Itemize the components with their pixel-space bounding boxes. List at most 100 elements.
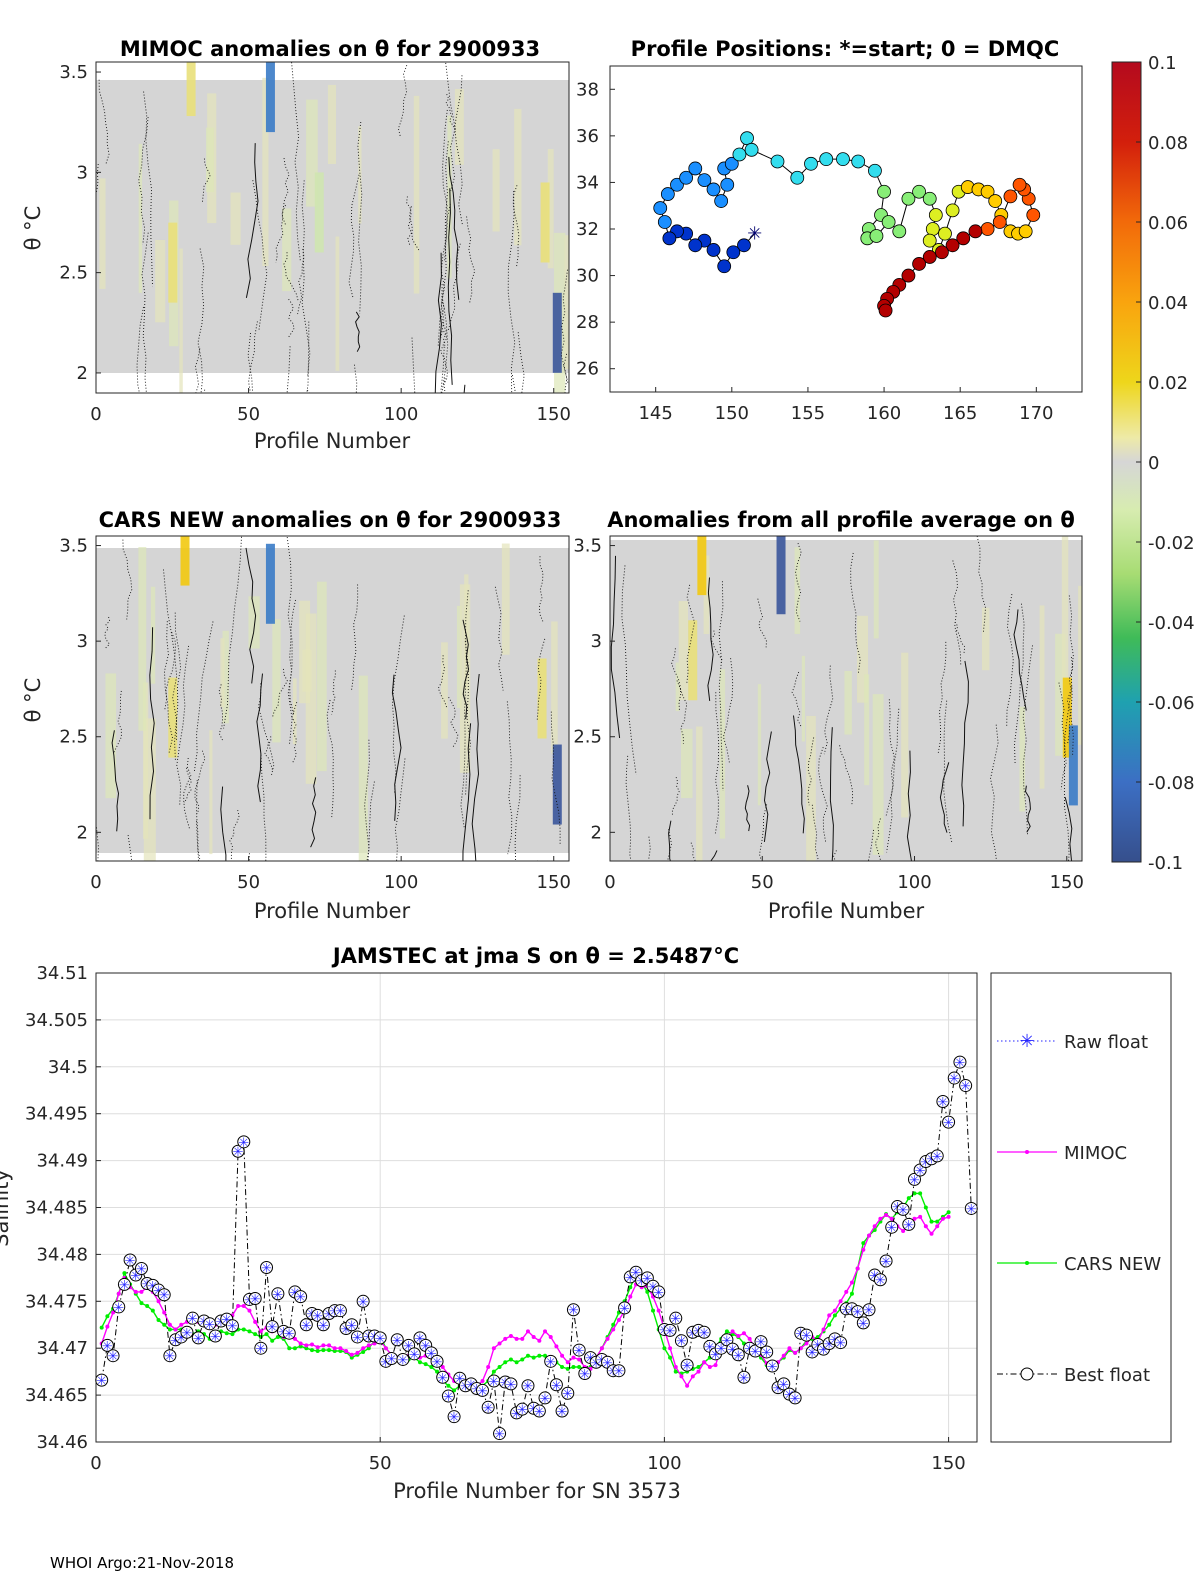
raw-float-point: ✳	[960, 1080, 971, 1095]
series-point	[366, 1346, 371, 1351]
raw-float-point: ✳	[579, 1368, 590, 1383]
raw-float-point: ✳	[898, 1203, 909, 1218]
positions-xtick-label: 150	[715, 403, 749, 424]
mimoc-contour-line	[447, 188, 453, 385]
allavg-anomaly-patch	[688, 620, 698, 701]
raw-float-point: ✳	[136, 1262, 147, 1277]
cars-contour-line	[183, 757, 192, 829]
allavg-streak	[1078, 585, 1082, 745]
series-point	[156, 1299, 161, 1304]
mimoc-streak	[262, 77, 269, 267]
position-marker	[878, 303, 893, 318]
position-marker	[881, 215, 896, 229]
best-float-point	[697, 1325, 711, 1339]
raw-float-point: ✳	[113, 1301, 124, 1316]
cars-ticks: 0 50 100 150 3.5 3 2.5 2	[59, 536, 571, 893]
allavg-contour-line	[1024, 785, 1031, 833]
best-float-point	[862, 1303, 876, 1317]
series-point	[730, 1329, 735, 1334]
best-float-point	[538, 1391, 552, 1405]
salinity-ytick-label: 34.505	[25, 1010, 88, 1031]
colorbar-tick-label: -0.08	[1148, 773, 1195, 794]
series-point	[531, 1355, 536, 1360]
best-float-point	[856, 1316, 870, 1330]
series-point	[304, 1346, 309, 1351]
allavg-contour-line	[1013, 609, 1027, 711]
raw-float-point: ✳	[403, 1339, 414, 1354]
cars-ytick-label: 3.5	[59, 536, 88, 557]
series-point	[560, 1353, 565, 1358]
mimoc-ytick-label: 3.5	[59, 62, 88, 83]
series-point	[571, 1355, 576, 1360]
allavg-axes-box	[609, 535, 1083, 862]
series-point	[611, 1322, 616, 1327]
position-marker	[836, 152, 850, 167]
salinity-ytick-label: 34.465	[25, 1385, 88, 1406]
allavg-contour-line	[976, 536, 986, 632]
cars-anomaly-patch	[265, 543, 275, 624]
raw-float-point: ✳	[858, 1317, 869, 1332]
position-marker	[945, 203, 960, 218]
series-point	[918, 1214, 923, 1219]
series-point	[258, 1329, 263, 1334]
position-marker	[720, 177, 735, 192]
series-point	[537, 1353, 542, 1358]
mimoc-ylabel: θ °C	[21, 206, 45, 251]
allavg-streak	[696, 726, 703, 861]
position-marker	[660, 187, 675, 201]
best-float-point	[265, 1320, 279, 1334]
raw-float-point: ✳	[193, 1332, 204, 1347]
position-marker	[925, 222, 940, 236]
raw-float-point: ✳	[915, 1164, 926, 1179]
series-point	[616, 1318, 621, 1323]
raw-float-point: ✳	[716, 1342, 727, 1357]
raw-float-point: ✳	[613, 1365, 624, 1380]
series-point	[298, 1341, 303, 1346]
position-marker	[938, 226, 952, 241]
series-point	[480, 1379, 485, 1384]
series-point	[628, 1294, 633, 1299]
series-point	[884, 1213, 889, 1218]
position-marker	[732, 147, 747, 162]
raw-float-point: ✳	[682, 1359, 693, 1374]
best-float-point	[652, 1285, 666, 1299]
cars-streak	[220, 638, 225, 707]
position-marker	[988, 194, 1003, 208]
series-point	[713, 1363, 718, 1368]
series-point	[327, 1343, 332, 1348]
salinity-ytick-label: 34.5	[48, 1057, 88, 1078]
salinity-ytick-label: 34.47	[36, 1338, 88, 1359]
cars-contour-line	[111, 730, 120, 832]
raw-float-point: ✳	[352, 1331, 363, 1346]
allavg-contour-line	[839, 745, 854, 806]
series-point	[827, 1313, 832, 1318]
mimoc-hotspots	[99, 62, 569, 393]
cars-streak	[292, 678, 297, 745]
best-float-point	[436, 1370, 450, 1384]
cars-ytick-label: 3	[77, 631, 88, 652]
allavg-contour-line	[937, 641, 947, 754]
series-point	[491, 1369, 496, 1374]
mimoc-streak	[306, 99, 318, 207]
raw-float-point: ✳	[636, 1275, 647, 1290]
series-point	[361, 1346, 366, 1351]
allavg-contour-line	[832, 850, 837, 861]
cars-streak	[209, 730, 213, 855]
mimoc-xlabel: Profile Number	[254, 429, 411, 453]
raw-float-point: ✳	[835, 1337, 846, 1352]
series-point	[309, 1342, 314, 1347]
best-float-point	[566, 1303, 580, 1317]
best-float-point	[504, 1377, 518, 1391]
allavg-ytick-label: 3.5	[573, 536, 602, 557]
cars-contour-line	[364, 739, 370, 861]
series-point	[264, 1332, 269, 1337]
mimoc-contour-line	[445, 94, 457, 130]
raw-float-point: ✳	[409, 1348, 420, 1363]
mimoc-contour-line	[143, 91, 153, 287]
cars-anomaly-patch	[168, 677, 178, 758]
allavg-streak	[1055, 633, 1066, 756]
series-point	[105, 1314, 110, 1319]
cars-contour-line	[220, 786, 227, 861]
series-point	[645, 1289, 650, 1294]
